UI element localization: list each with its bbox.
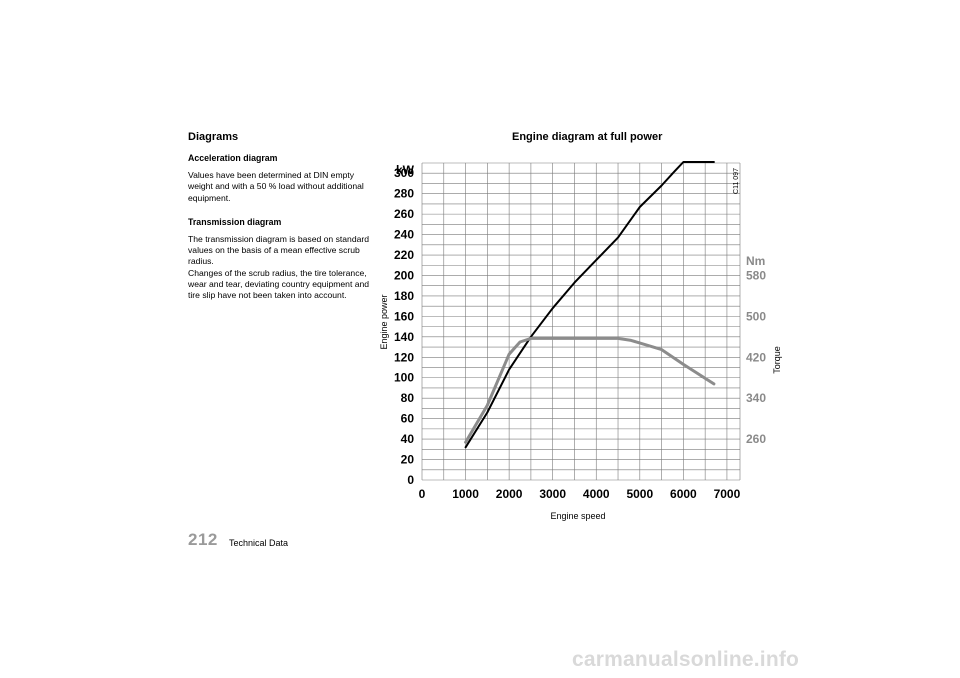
x-tick-label: 0	[419, 487, 426, 501]
y-tick-label: 0	[407, 473, 414, 487]
chart-grid	[421, 162, 741, 481]
y-axis-label: Engine power	[379, 294, 389, 349]
x-tick-label: 7000	[714, 487, 741, 501]
y-tick-label: 100	[394, 371, 414, 385]
y-tick-label: 140	[394, 330, 414, 344]
torque-curve	[464, 336, 716, 444]
y2-tick-label: 500	[746, 309, 766, 323]
y2-tick-label: 340	[746, 391, 766, 405]
x-tick-label: 2000	[496, 487, 523, 501]
x-tick-label: 1000	[452, 487, 479, 501]
chart-title: Engine diagram at full power	[512, 131, 663, 143]
x-axis-label: Engine speed	[550, 511, 605, 521]
y-tick-label: 160	[394, 309, 414, 323]
x-axis-ticks: 0 1000 2000 3000 4000 5000 6000 7000	[419, 487, 741, 501]
y-tick-label: 220	[394, 248, 414, 262]
power-curve	[464, 161, 715, 449]
page-footer-title: Technical Data	[229, 538, 289, 548]
acceleration-text: Values have been determined at DIN empty…	[188, 170, 364, 203]
page-number: 212	[188, 530, 218, 549]
y-tick-label: 120	[394, 350, 414, 364]
y-axis-ticks: 0 20 40 60 80 100 120 140 160 180 200 220 240 260 280 3…	[394, 166, 414, 487]
x-tick-label: 5000	[626, 487, 653, 501]
y-tick-label: 300	[394, 166, 414, 180]
y-tick-label: 180	[394, 289, 414, 303]
y-tick-label: 260	[394, 207, 414, 221]
x-tick-label: 3000	[539, 487, 566, 501]
y-tick-label: 200	[394, 268, 414, 282]
x-tick-label: 6000	[670, 487, 697, 501]
y-tick-label: 40	[401, 432, 415, 446]
transmission-heading: Transmission diagram	[188, 216, 282, 227]
y2-tick-label: 260	[746, 432, 766, 446]
section-title: Diagrams	[188, 131, 239, 143]
y-tick-label: 240	[394, 228, 414, 242]
transmission-text-1: The transmission diagram is based on sta…	[188, 234, 370, 267]
left-text-column: Acceleration diagram Values have been de…	[188, 153, 376, 309]
y-tick-label: 280	[394, 187, 414, 201]
acceleration-heading: Acceleration diagram	[188, 153, 278, 163]
y2-tick-label: 580	[746, 268, 766, 282]
y2-tick-label: 420	[746, 350, 766, 364]
x-tick-label: 4000	[583, 487, 610, 501]
figure-code: C11 097	[733, 168, 740, 194]
y2-axis-ticks: 260 340 420 500 580	[746, 268, 766, 446]
y-tick-label: 80	[401, 391, 415, 405]
watermark: carmanualsonline.info	[572, 648, 800, 671]
y2-unit-label: Nm	[746, 254, 765, 268]
y-tick-label: 60	[401, 412, 415, 426]
y2-axis-label: Torque	[772, 346, 782, 374]
chart-curves	[464, 161, 716, 449]
y-tick-label: 20	[401, 453, 415, 467]
transmission-text-2: Changes of the scrub radius, the tire to…	[188, 267, 370, 301]
y-unit-label: kW	[396, 163, 415, 177]
